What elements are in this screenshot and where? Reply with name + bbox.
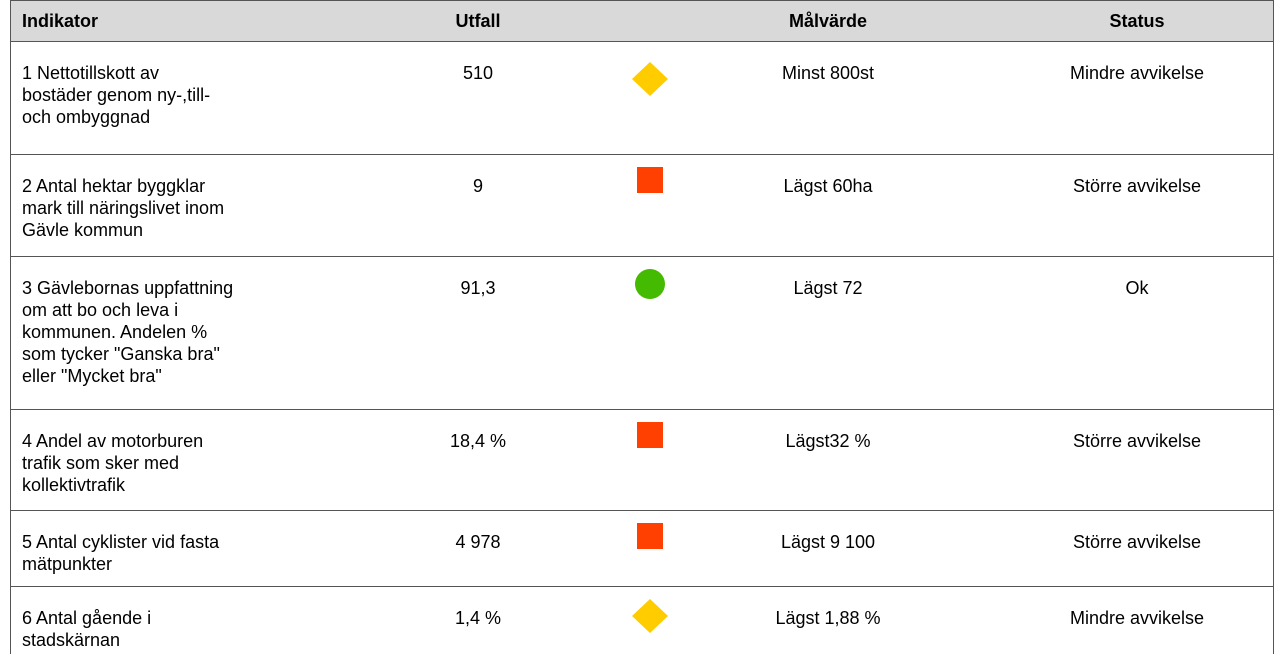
indicator-line: eller "Mycket bra" (22, 366, 162, 386)
row-border (10, 154, 1274, 155)
indicator-line: mark till näringslivet inom (22, 198, 225, 218)
indicator-line: och ombyggnad (22, 107, 151, 127)
header-row (10, 0, 1274, 42)
row-border (10, 256, 1274, 257)
header-cell: Utfall (455, 11, 501, 31)
status: Större avvikelse (1072, 431, 1202, 451)
indicator-line: 3 Gävlebornas uppfattning (22, 278, 234, 298)
target: Minst 800st (781, 63, 875, 83)
target: Lägst 1,88 % (775, 608, 881, 628)
indicator-line: som tycker "Ganska bra" (22, 344, 220, 364)
indicator-line: Gävle kommun (22, 220, 144, 240)
status: Ok (1125, 278, 1149, 298)
outcome: 18,4 % (449, 431, 507, 451)
status: Större avvikelse (1072, 176, 1202, 196)
header-cell: Målvärde (788, 11, 868, 31)
target: Lägst 72 (793, 278, 863, 298)
indicator-line: 5 Antal cyklister vid fasta (22, 532, 220, 552)
status-square (637, 422, 663, 448)
indicator-line: kollektivtrafik (22, 475, 126, 495)
outcome: 1,4 % (454, 608, 502, 628)
indicator-line: om att bo och leva i (22, 300, 179, 320)
indicator-line: stadskärnan (22, 630, 121, 650)
indicator-line: 1 Nettotillskott av (22, 63, 160, 83)
status: Mindre avvikelse (1069, 63, 1205, 83)
table-border (10, 0, 11, 654)
table-border (1273, 0, 1274, 654)
row-border (10, 586, 1274, 587)
indicator-line: 6 Antal gående i (22, 608, 152, 628)
status-square (637, 167, 663, 193)
indicator-line: kommunen. Andelen % (22, 322, 208, 342)
outcome: 510 (462, 63, 494, 83)
indicator-line: mätpunkter (22, 554, 113, 574)
indicator-line: trafik som sker med (22, 453, 180, 473)
row-border (10, 409, 1274, 410)
outcome: 91,3 (460, 278, 496, 298)
status: Större avvikelse (1072, 532, 1202, 552)
header-cell: Indikator (22, 11, 99, 31)
header-cell: Status (1109, 11, 1165, 31)
status-diamond (632, 62, 668, 96)
indicator-line: bostäder genom ny-,till- (22, 85, 211, 105)
row-border (10, 41, 1274, 42)
status-square (637, 523, 663, 549)
status-circle (635, 269, 665, 299)
outcome: 9 (472, 176, 484, 196)
indicator-line: 2 Antal hektar byggklar (22, 176, 206, 196)
outcome: 4 978 (455, 532, 501, 552)
status: Mindre avvikelse (1069, 608, 1205, 628)
status-diamond (632, 599, 668, 633)
row-border (10, 510, 1274, 511)
indicator-line: 4 Andel av motorburen (22, 431, 204, 451)
target: Lägst32 % (785, 431, 871, 451)
target: Lägst 60ha (783, 176, 873, 196)
target: Lägst 9 100 (780, 532, 876, 552)
